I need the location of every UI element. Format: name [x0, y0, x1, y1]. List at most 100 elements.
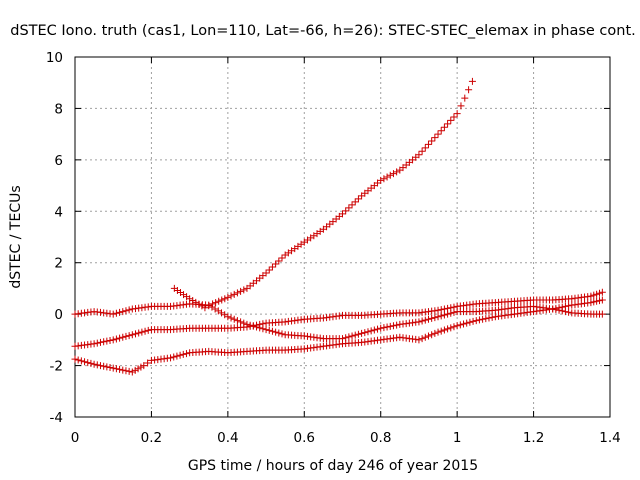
- data-point: [469, 317, 477, 325]
- data-point: [278, 330, 286, 338]
- data-point: [348, 201, 356, 209]
- data-point: [134, 365, 142, 373]
- data-point: [374, 325, 382, 333]
- data-point: [450, 323, 458, 331]
- data-point: [418, 147, 426, 155]
- y-tick-label: 8: [54, 101, 63, 117]
- data-point: [212, 299, 220, 307]
- data-point: [103, 337, 111, 345]
- data-point: [112, 309, 120, 317]
- y-tick-label: 10: [46, 50, 63, 66]
- data-point: [90, 340, 98, 348]
- y-tick-label: -4: [50, 410, 63, 426]
- data-point: [240, 286, 248, 294]
- data-point: [590, 298, 598, 306]
- data-point: [96, 338, 104, 346]
- data-point: [565, 308, 573, 316]
- data-point: [233, 317, 241, 325]
- data-point: [208, 303, 216, 311]
- data-point: [434, 130, 442, 138]
- data-point: [243, 323, 251, 331]
- data-point: [450, 303, 458, 311]
- data-point: [74, 356, 82, 364]
- data-point: [278, 254, 286, 262]
- data-point: [351, 198, 359, 206]
- data-point: [447, 116, 455, 124]
- data-point: [214, 307, 222, 315]
- data-point: [81, 358, 89, 366]
- data-point: [233, 289, 241, 297]
- data-point: [100, 362, 108, 370]
- data-point: [262, 269, 270, 277]
- x-tick-label: 1.4: [599, 430, 620, 446]
- data-point: [421, 316, 429, 324]
- data-point: [456, 321, 464, 329]
- data-point: [555, 304, 563, 312]
- data-point: [253, 321, 261, 329]
- data-point: [182, 350, 190, 358]
- data-point: [428, 314, 436, 322]
- data-point: [431, 329, 439, 337]
- data-point: [421, 144, 429, 152]
- data-point: [109, 364, 117, 372]
- data-point: [215, 297, 223, 305]
- data-point: [170, 353, 178, 361]
- data-point: [475, 316, 483, 324]
- data-point: [125, 306, 133, 314]
- data-point: [418, 317, 426, 325]
- data-point: [552, 304, 560, 312]
- data-point: [424, 332, 432, 340]
- data-point: [262, 326, 270, 334]
- data-point: [217, 309, 225, 317]
- y-axis-label: dSTEC / TECUs: [8, 185, 24, 288]
- data-point: [472, 317, 480, 325]
- data-point: [265, 326, 273, 334]
- data-point: [119, 308, 127, 316]
- data-point: [275, 329, 283, 337]
- grid: [75, 57, 610, 417]
- data-point: [112, 365, 120, 373]
- data-point: [106, 337, 114, 344]
- data-point: [354, 195, 362, 203]
- x-tick-label: 1: [453, 430, 462, 446]
- x-tick-label: 0.2: [141, 430, 162, 446]
- data-point: [137, 363, 145, 371]
- data-point: [457, 102, 465, 110]
- data-point: [272, 260, 280, 268]
- data-point: [367, 327, 375, 335]
- data-point: [122, 332, 130, 340]
- data-point: [393, 321, 401, 329]
- data-point: [440, 311, 448, 319]
- data-point: [377, 176, 385, 184]
- data-point: [434, 328, 442, 336]
- data-point: [595, 289, 603, 297]
- x-tick-label: 0.8: [370, 430, 391, 446]
- data-point: [590, 291, 598, 299]
- data-point: [444, 325, 452, 333]
- data-point: [453, 110, 461, 118]
- data-point: [224, 313, 232, 321]
- axis-ticks: [74, 56, 611, 418]
- data-point: [447, 324, 455, 332]
- data-point: [176, 351, 184, 359]
- data-point: [370, 326, 378, 334]
- data-point: [237, 287, 245, 295]
- data-point: [173, 352, 181, 360]
- data-point: [593, 297, 601, 305]
- data-point: [437, 306, 445, 314]
- data-point: [227, 292, 235, 300]
- data-point: [598, 288, 606, 296]
- data-point: [440, 305, 448, 313]
- data-point: [109, 310, 117, 318]
- plot-frame: [74, 56, 611, 418]
- data-point: [488, 313, 496, 321]
- data-point: [272, 328, 280, 336]
- data-point: [132, 330, 140, 338]
- data-point: [100, 338, 108, 346]
- data-point: [434, 306, 442, 314]
- data-point: [268, 327, 276, 335]
- y-tick-label: -2: [50, 359, 63, 375]
- data-point: [444, 120, 452, 128]
- data-point: [460, 320, 468, 328]
- data-point: [389, 170, 397, 178]
